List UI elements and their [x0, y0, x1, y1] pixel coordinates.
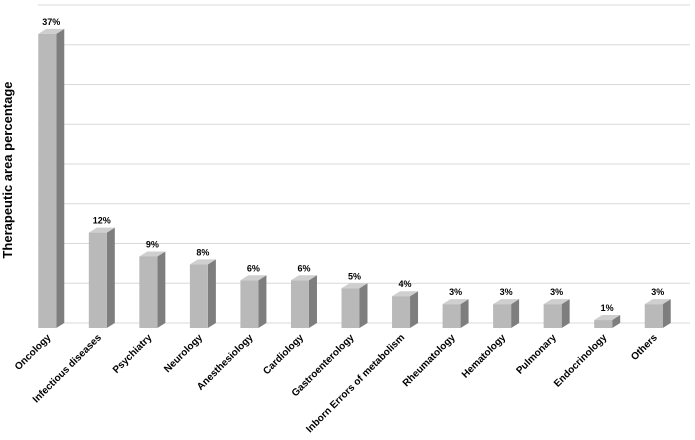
bar	[392, 296, 411, 328]
x-tick-label: Inborn Errors of metabolism	[304, 332, 407, 435]
bar	[139, 256, 158, 328]
value-label: 3%	[651, 287, 664, 297]
bar-top	[240, 275, 267, 281]
bar-top	[139, 251, 166, 257]
bar-top	[38, 28, 65, 34]
bar-side	[460, 299, 469, 328]
bar-side	[359, 283, 368, 328]
x-tick-label: Endocrinology	[552, 332, 610, 390]
x-tick-label: Rheumatology	[401, 332, 458, 389]
value-label: 9%	[146, 239, 159, 249]
value-label: 6%	[247, 263, 260, 273]
bar	[442, 304, 461, 328]
x-tick-label: Psychiatry	[111, 332, 155, 376]
value-label: 8%	[196, 247, 209, 257]
value-label: 3%	[550, 287, 563, 297]
bar	[594, 320, 613, 328]
bar-top	[493, 299, 520, 305]
bar	[290, 280, 309, 328]
bar-top	[392, 291, 419, 297]
y-axis-title: Therapeutic area percentage	[0, 81, 15, 258]
bar-side	[258, 275, 267, 328]
x-tick-label: Others	[629, 332, 660, 363]
bar	[341, 288, 360, 328]
bar-side	[612, 315, 621, 328]
bar	[493, 304, 512, 328]
bar-side	[207, 259, 216, 328]
bar	[189, 264, 208, 328]
bar-side	[157, 251, 166, 328]
bar-top	[341, 283, 368, 289]
value-label: 12%	[93, 216, 111, 226]
x-tick-label: Hematology	[460, 332, 509, 381]
value-label: 5%	[348, 271, 361, 281]
value-label: 4%	[399, 279, 412, 289]
bar-top	[644, 299, 671, 305]
bar-side	[662, 299, 671, 328]
bar-side	[511, 299, 520, 328]
bar-side	[561, 299, 570, 328]
bar	[644, 304, 663, 328]
bar-side	[106, 227, 115, 328]
x-tick-label: Oncology	[13, 332, 54, 373]
bar	[543, 304, 562, 328]
bar-top	[594, 315, 621, 321]
bar-top	[442, 299, 469, 305]
bar-top	[189, 259, 216, 265]
x-tick-label: Cardiology	[261, 332, 306, 377]
bar	[38, 33, 57, 328]
bar-side	[308, 275, 317, 328]
x-tick-label: Neurology	[162, 332, 205, 375]
bar	[88, 232, 107, 328]
bar-top	[290, 275, 317, 281]
x-tick-label: Anesthesiology	[195, 332, 256, 393]
value-label: 1%	[601, 303, 614, 313]
value-label: 6%	[297, 263, 310, 273]
x-tick-label: Pulmonary	[514, 332, 559, 377]
bar-top	[88, 227, 115, 233]
bar	[240, 280, 259, 328]
bar-top	[543, 299, 570, 305]
value-label: 37%	[42, 17, 60, 27]
bar-side	[410, 291, 419, 328]
value-label: 3%	[449, 287, 462, 297]
value-label: 3%	[500, 287, 513, 297]
bar-side	[56, 28, 65, 328]
